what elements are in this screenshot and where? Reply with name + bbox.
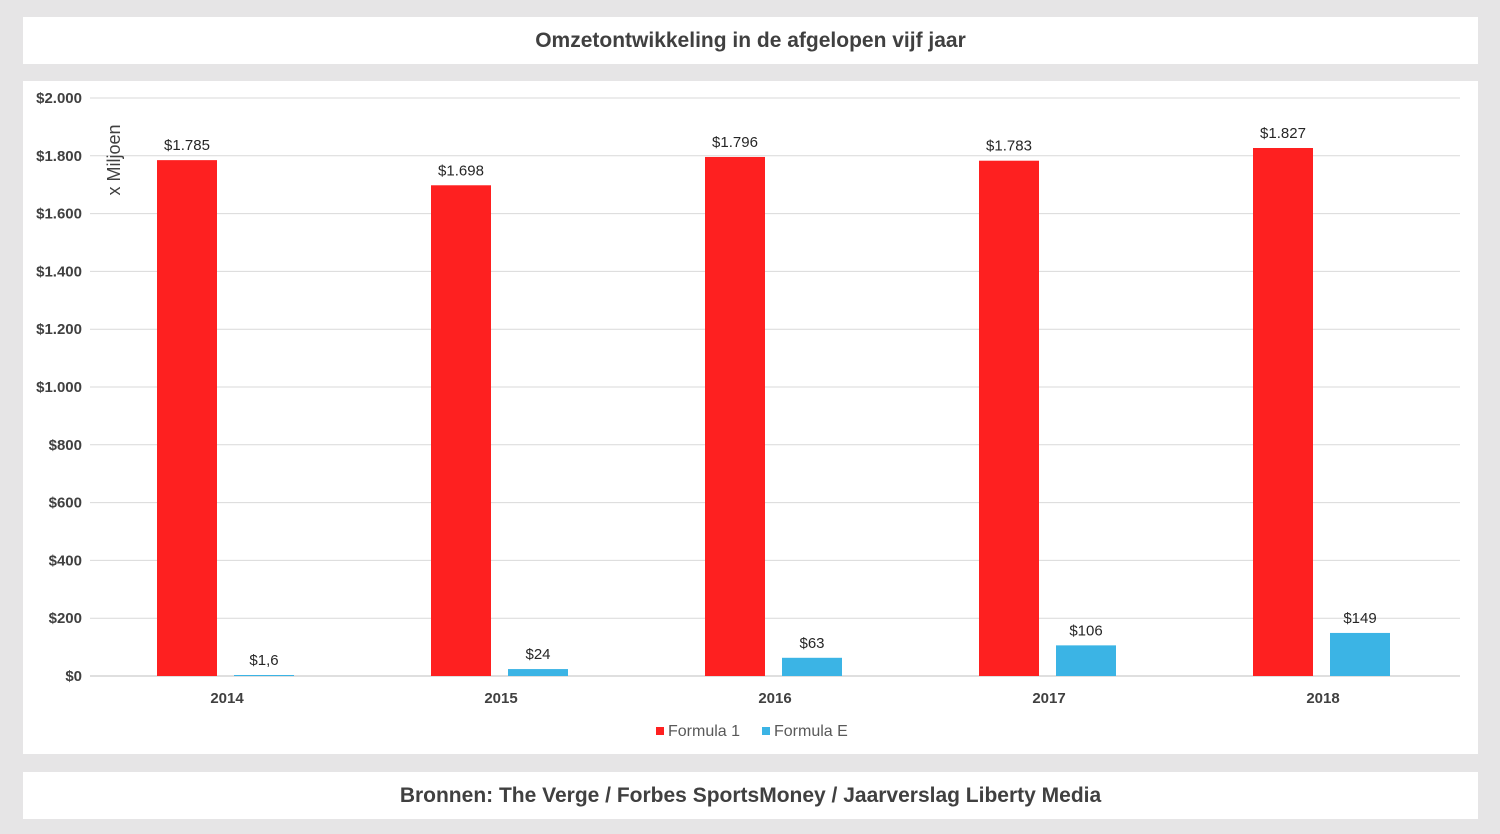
chart-title: Omzetontwikkeling in de afgelopen vijf j… xyxy=(535,28,966,52)
y-tick-label: $1.400 xyxy=(36,263,82,280)
legend-formula-e: Formula E xyxy=(762,723,848,740)
gridlines xyxy=(90,97,1460,677)
legend-swatch xyxy=(656,727,664,735)
x-tick-label: 2018 xyxy=(1306,690,1339,707)
y-tick-label: $2.000 xyxy=(36,90,82,107)
data-label: $1.785 xyxy=(164,137,210,154)
y-tick-label: $1.200 xyxy=(36,321,82,338)
data-label: $24 xyxy=(525,646,550,663)
data-label: $1.783 xyxy=(986,138,1032,155)
y-tick-label: $200 xyxy=(49,610,82,627)
y-tick-label: $1.800 xyxy=(36,148,82,165)
bar-chart: $0 $200 $400 $600 $800 $1.000 $1.200 $1.400 $1.6… xyxy=(36,90,1460,740)
legend: Formula 1 Formula E xyxy=(656,723,848,740)
title-panel: Omzetontwikkeling in de afgelopen vijf j… xyxy=(23,17,1478,64)
y-tick-label: $600 xyxy=(49,495,82,512)
legend-label: Formula E xyxy=(774,723,848,740)
data-label: $106 xyxy=(1069,622,1102,639)
bar-formula-e xyxy=(234,675,294,676)
bar-formula-1 xyxy=(157,160,217,676)
bar-formula-e xyxy=(1330,632,1390,676)
y-axis-ticks: $0 $200 $400 $600 $800 $1.000 $1.200 $1.400 $1.6… xyxy=(36,90,82,685)
x-tick-label: 2017 xyxy=(1032,690,1065,707)
data-label: $1.698 xyxy=(438,162,484,179)
bar-formula-1 xyxy=(1253,147,1313,676)
y-axis-label: x Miljoen xyxy=(104,124,124,195)
data-label: $1.796 xyxy=(712,134,758,151)
data-label: $1,6 xyxy=(249,652,278,669)
bar-formula-e xyxy=(1056,645,1116,676)
data-labels: $1.785 $1,6 $1.698 $24 $1.796 $63 $1.783 $106 $1… xyxy=(164,125,1377,669)
x-tick-label: 2015 xyxy=(484,690,517,707)
y-tick-label: $1.600 xyxy=(36,206,82,223)
legend-formula-1: Formula 1 xyxy=(656,723,740,740)
x-tick-label: 2014 xyxy=(210,690,244,707)
x-axis-ticks: 2014 2015 2016 2017 2018 xyxy=(210,690,1339,707)
y-tick-label: $400 xyxy=(49,552,82,569)
bar-formula-1 xyxy=(431,185,491,676)
data-label: $63 xyxy=(799,635,824,652)
bar-formula-e xyxy=(782,657,842,676)
bar-formula-1 xyxy=(705,156,765,676)
source-panel: Bronnen: The Verge / Forbes SportsMoney … xyxy=(23,772,1478,819)
bars xyxy=(157,147,1390,676)
y-tick-label: $800 xyxy=(49,437,82,454)
legend-label: Formula 1 xyxy=(668,723,740,740)
source-text: Bronnen: The Verge / Forbes SportsMoney … xyxy=(399,783,1102,807)
y-tick-label: $1.000 xyxy=(36,379,82,396)
chart-panel: $0 $200 $400 $600 $800 $1.000 $1.200 $1.400 $1.6… xyxy=(23,81,1478,754)
data-label: $149 xyxy=(1343,610,1376,627)
bar-formula-e xyxy=(508,669,568,676)
legend-swatch xyxy=(762,727,770,735)
x-tick-label: 2016 xyxy=(758,690,791,707)
bar-formula-1 xyxy=(979,160,1039,676)
data-label: $1.827 xyxy=(1260,125,1306,142)
y-tick-label: $0 xyxy=(65,668,82,685)
